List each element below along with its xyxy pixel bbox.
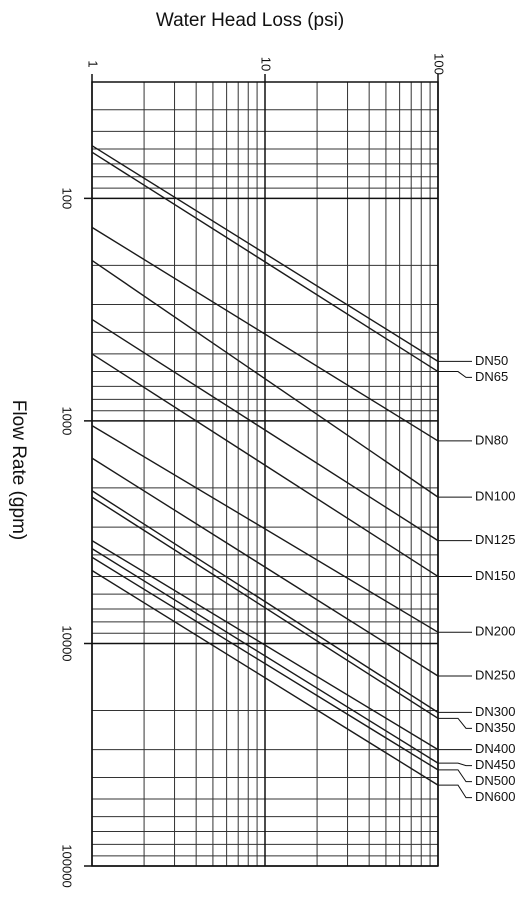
legend-label: DN150 — [475, 568, 515, 583]
series-line — [91, 569, 439, 786]
series-line — [91, 539, 439, 751]
series-line — [91, 318, 439, 542]
legend-label: DN600 — [475, 789, 515, 804]
series-line — [91, 145, 439, 362]
series-line — [91, 556, 439, 771]
legend-label: DN350 — [475, 720, 515, 735]
legend-connector — [438, 371, 472, 378]
series-line — [91, 425, 439, 633]
legend-label: DN500 — [475, 773, 515, 788]
series-line — [91, 259, 439, 498]
legend-connector — [438, 784, 472, 799]
series-line — [91, 457, 439, 677]
legend-label: DN400 — [475, 741, 515, 756]
series-line — [91, 353, 439, 578]
y-tick-label: 1000 — [60, 406, 75, 435]
x-tick-label: 10 — [259, 57, 274, 71]
legend-label: DN125 — [475, 532, 515, 547]
y-tick-label: 100 — [60, 188, 75, 210]
series-line — [91, 151, 439, 373]
legend-label: DN450 — [475, 757, 515, 772]
series-line — [91, 548, 439, 764]
series-line — [91, 226, 439, 442]
legend-connector — [438, 769, 472, 783]
chart-title: Water Head Loss (psi) — [156, 10, 344, 31]
legend-label: DN50 — [475, 353, 508, 368]
x-tick-label: 1 — [86, 60, 101, 67]
legend-connector — [438, 762, 472, 767]
legend-connector — [438, 717, 472, 729]
legend-label: DN300 — [475, 704, 515, 719]
y-axis-title: Flow Rate (gpm) — [8, 400, 29, 540]
legend-label: DN100 — [475, 489, 515, 504]
series-line — [91, 490, 439, 713]
y-tick-label: 10000 — [60, 625, 75, 661]
legend-label: DN65 — [475, 369, 508, 384]
series-line — [91, 496, 439, 719]
legend-label: DN200 — [475, 624, 515, 639]
x-tick-label: 100 — [432, 53, 447, 75]
legend-label: DN80 — [475, 432, 508, 447]
y-tick-label: 100000 — [60, 844, 75, 887]
legend-label: DN250 — [475, 667, 515, 682]
